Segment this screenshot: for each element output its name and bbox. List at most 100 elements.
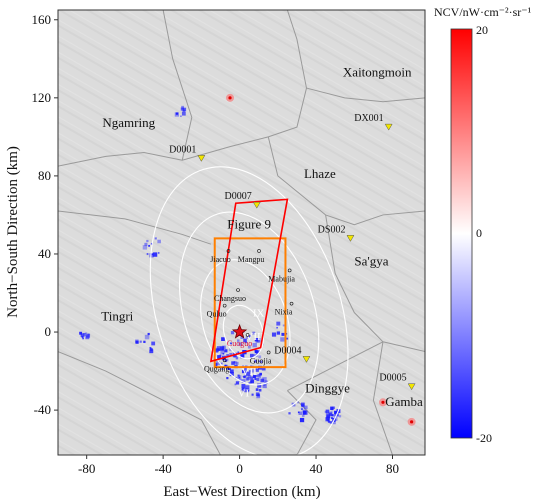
epicenter-star-icon: [231, 323, 248, 339]
negative-pixel: [224, 364, 227, 367]
station-triangle-icon: [197, 155, 206, 162]
y-tick-label-5: -40: [34, 402, 51, 417]
negative-pixel: [245, 336, 249, 340]
negative-pixel: [237, 375, 242, 379]
negative-pixel: [245, 385, 250, 390]
colorbar: NCV/nW·cm⁻²·sr⁻¹ 20 0 -20: [434, 5, 532, 445]
negative-pixel: [217, 355, 222, 359]
negative-pixel: [139, 340, 142, 343]
border-line-1: [162, 10, 193, 161]
negative-pixel: [86, 333, 91, 338]
negative-pixel: [326, 414, 331, 419]
negative-pixel: [247, 375, 251, 379]
orange-study-box: [213, 237, 287, 369]
negative-pixel: [224, 349, 228, 353]
x-tick-label-1: -40: [154, 461, 171, 476]
negative-pixel: [243, 375, 246, 379]
negative-pixel: [249, 381, 253, 384]
negative-pixel: [328, 420, 331, 423]
negative-pixel: [276, 326, 278, 329]
town-label-5: Quluo: [207, 310, 227, 319]
town-dot-8: [245, 333, 250, 337]
negative-pixel: [235, 361, 239, 365]
intensity-ellipse-3: [222, 304, 265, 360]
negative-pixel: [331, 417, 333, 420]
negative-pixel: [245, 341, 247, 344]
negative-pixel: [255, 375, 258, 377]
negative-pixel: [260, 378, 265, 383]
negative-pixel: [333, 410, 338, 415]
negative-pixel: [144, 334, 150, 340]
town-label-3: Changsuo: [214, 294, 246, 303]
negative-pixel: [243, 367, 247, 371]
negative-pixel: [174, 112, 179, 117]
negative-pixel: [233, 361, 237, 364]
negative-pixel: [246, 371, 251, 376]
negative-pixel: [300, 408, 303, 411]
negative-pixel: [240, 335, 244, 339]
negative-pixel: [148, 244, 151, 247]
town-markers: Jiacuo Mangpu Mabujia Changsuo Nixia Quluo Qug…: [204, 249, 295, 373]
region-label-3: Sa'gya: [354, 254, 388, 269]
colorbar-title: NCV/nW·cm⁻²·sr⁻¹: [434, 5, 532, 19]
town-label-8: Cuoguo: [227, 339, 252, 348]
negative-pixel: [247, 345, 251, 349]
intensity-label-0: VI: [238, 387, 250, 399]
negative-pixel: [248, 370, 251, 372]
negative-pixel: [229, 352, 233, 356]
negative-pixel: [241, 384, 246, 388]
border-line-7: [372, 341, 393, 455]
negative-pixel: [299, 417, 305, 423]
negative-pixel: [288, 412, 291, 415]
negative-pixel: [281, 332, 285, 336]
intensity-ellipse-0: [149, 166, 349, 455]
negative-pixel: [219, 346, 225, 351]
negative-pixel: [181, 105, 185, 109]
negative-pixel: [257, 373, 261, 377]
negative-pixel: [82, 337, 84, 340]
region-label-0: Xaitongmoin: [343, 64, 412, 79]
negative-pixel: [215, 361, 220, 366]
negative-pixel: [85, 332, 88, 335]
border-line-2: [306, 87, 425, 103]
negative-pixel: [250, 376, 254, 380]
intensity-label-3: IX: [253, 307, 265, 319]
negative-pixel: [230, 330, 235, 335]
intensity-label-1: VII: [242, 366, 258, 378]
negative-pixel: [180, 115, 182, 118]
red-figure9-box: [209, 198, 289, 363]
negative-pixel: [262, 383, 267, 389]
negative-pixel: [257, 374, 262, 379]
negative-pixel: [228, 367, 231, 371]
negative-pixel: [248, 382, 251, 385]
station-label-0: DX001: [354, 113, 383, 124]
negative-pixel: [226, 377, 229, 380]
negative-pixel: [240, 354, 245, 359]
positive-spot-core-0: [381, 400, 385, 404]
region-label-1: Ngamring: [102, 115, 155, 130]
negative-pixel: [250, 369, 255, 373]
negative-pixel: [332, 406, 335, 410]
town-dot-0: [226, 249, 231, 253]
x-axis-ticks: -80 -40 0 40 80: [78, 455, 399, 476]
town-dot-3: [236, 288, 240, 292]
station-triangle-icon: [407, 383, 416, 391]
negative-pixel: [258, 360, 260, 362]
town-dot-7: [266, 350, 271, 355]
negative-pixel: [147, 332, 150, 336]
negative-pixel: [286, 337, 289, 340]
town-label-2: Mabujia: [268, 274, 295, 283]
border-line-4: [325, 214, 425, 353]
negative-pixel: [231, 361, 235, 365]
negative-pixel: [335, 413, 340, 417]
negative-pixel: [230, 342, 232, 345]
negative-pixel: [298, 411, 303, 416]
negative-pixel: [252, 354, 255, 357]
x-tick-label-4: 80: [386, 461, 399, 476]
negative-pixel: [258, 388, 262, 392]
negative-pixel: [276, 321, 281, 326]
negative-pixel: [175, 112, 179, 115]
border-line-5: [58, 210, 212, 245]
region-label-5: Dinggye: [305, 381, 350, 396]
negative-pixel: [244, 374, 247, 378]
